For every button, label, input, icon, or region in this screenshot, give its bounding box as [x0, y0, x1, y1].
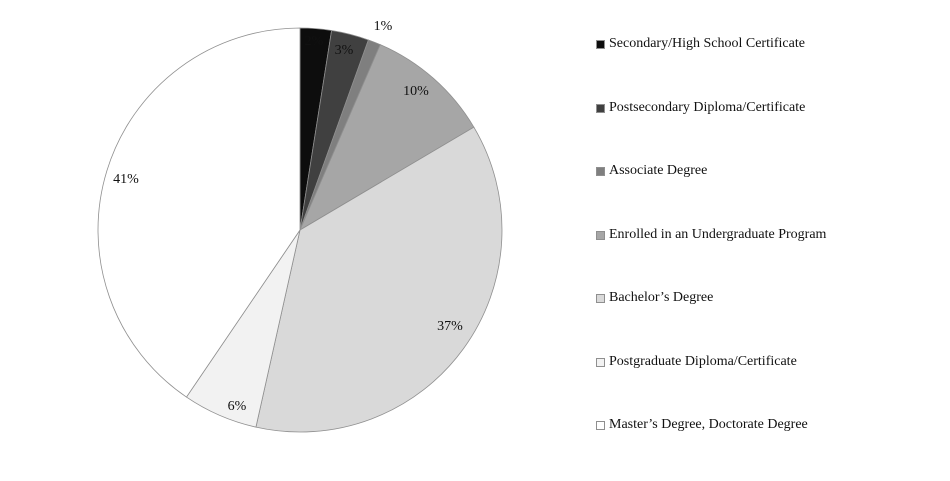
legend-label: Secondary/High School Certificate [609, 36, 805, 51]
data-label: 6% [228, 399, 247, 414]
legend-swatch [596, 40, 605, 49]
pie-slice [255, 126, 503, 433]
legend-swatch [596, 167, 605, 176]
pie-slice [299, 44, 475, 231]
legend-item: Bachelor’s Degree [596, 290, 936, 354]
data-label: 3% [335, 43, 354, 58]
legend-label: Postsecondary Diploma/Certificate [609, 99, 806, 115]
legend-label: Enrolled in an Undergraduate Program [609, 226, 827, 242]
pie-slice [97, 27, 301, 398]
legend-label: Postgraduate Diploma/Certificate [609, 353, 797, 369]
data-label: 41% [113, 172, 139, 187]
legend-swatch [596, 294, 605, 303]
legend-item: Postgraduate Diploma/Certificate [596, 354, 936, 418]
data-label: 10% [403, 84, 429, 99]
legend-label: Bachelor’s Degree [609, 290, 714, 305]
legend-item: Associate Degree [596, 163, 936, 227]
legend-label: Master’s Degree, Doctorate Degree [609, 417, 808, 432]
legend-item: Secondary/High School Certificate [596, 36, 936, 100]
legend-swatch [596, 230, 605, 240]
data-label: 1% [374, 19, 393, 34]
data-label: 37% [437, 319, 463, 334]
legend-swatch [596, 357, 605, 367]
legend-label: Associate Degree [609, 163, 708, 178]
legend: Secondary/High School Certificate Postsec… [596, 36, 936, 481]
pie-chart: 2% 3% 1% 10% 37% 6% 41% [97, 19, 503, 433]
legend-item: Enrolled in an Undergraduate Program [596, 227, 936, 291]
data-label: 2% [305, 34, 324, 49]
legend-item: Postsecondary Diploma/Certificate [596, 100, 936, 164]
legend-item: Master’s Degree, Doctorate Degree [596, 417, 936, 481]
legend-swatch [596, 421, 605, 430]
legend-swatch [596, 103, 605, 113]
